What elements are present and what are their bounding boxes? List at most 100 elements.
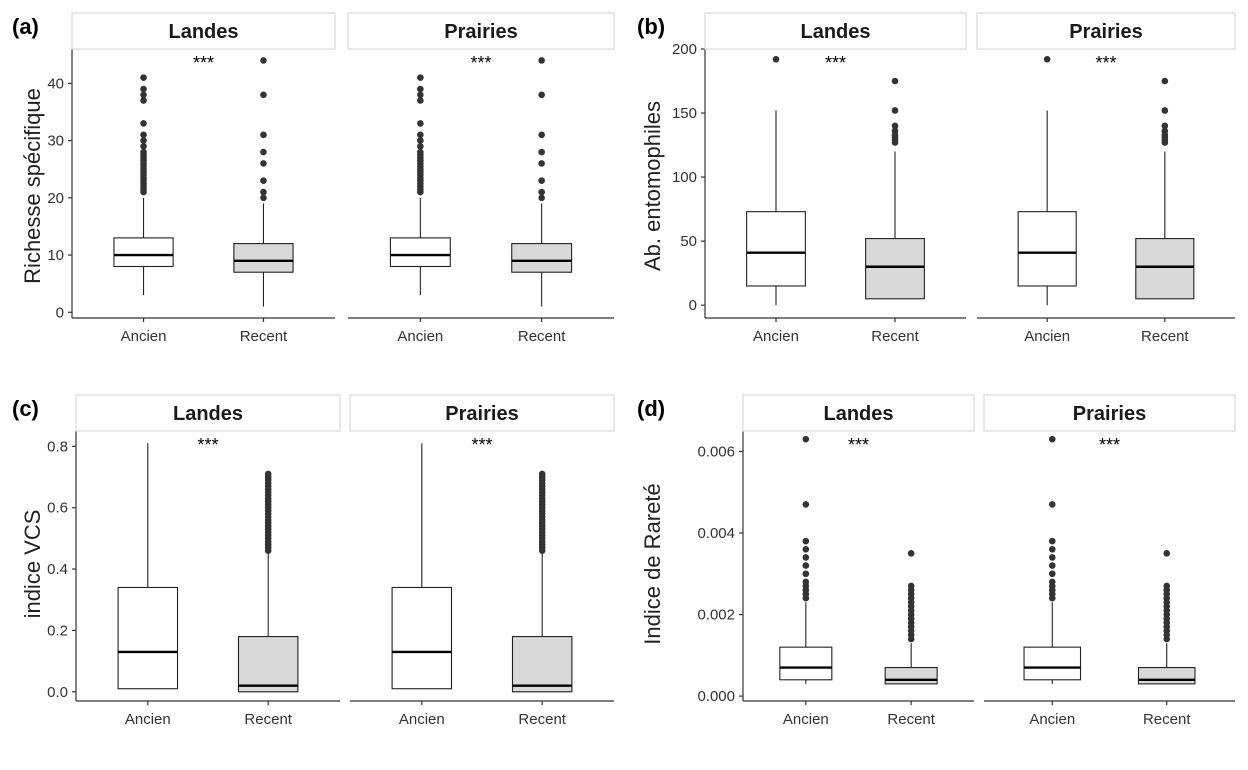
facet-strip <box>983 394 1236 432</box>
outlier-point <box>802 435 810 443</box>
facet-strip-label: Prairies <box>444 21 517 43</box>
y-tick-label: 0.000 <box>697 688 735 705</box>
outlier-point <box>260 177 267 184</box>
boxplot-ancien: Ancien <box>117 443 179 728</box>
facet-strip <box>347 12 615 50</box>
outlier-point <box>1161 122 1169 130</box>
outlier-point <box>538 148 545 156</box>
y-tick-label: 0.006 <box>697 443 735 460</box>
box <box>117 586 179 690</box>
box <box>1017 211 1077 287</box>
box <box>1135 238 1195 300</box>
facet-strip-label: Landes <box>168 21 238 43</box>
facet-landes: Landes Ancien Recent *** <box>742 394 975 728</box>
y-axis-title: Richesse spécifique <box>20 88 45 284</box>
x-tick-label: Ancien <box>783 711 829 728</box>
outlier-point <box>538 131 545 139</box>
facet-prairies: Prairies Ancien Recent *** <box>976 12 1236 345</box>
outlier-point <box>1161 127 1169 135</box>
y-tick-label: 0 <box>689 297 697 314</box>
box <box>779 646 833 681</box>
outlier-point <box>802 570 810 578</box>
outlier-point <box>1048 562 1056 569</box>
outlier-point <box>260 160 267 167</box>
box <box>391 586 453 690</box>
outlier-point <box>140 131 147 139</box>
x-tick-label: Recent <box>518 711 566 728</box>
facet-strip-label: Landes <box>823 403 893 425</box>
outlier-point <box>1043 55 1051 63</box>
box <box>233 243 294 273</box>
outlier-point <box>802 501 810 508</box>
outlier-point <box>1161 77 1169 85</box>
facet-strip-label: Prairies <box>1069 21 1142 43</box>
boxplot-ancien: Ancien <box>746 55 806 345</box>
y-tick-label: 40 <box>47 75 64 92</box>
facet-strip <box>742 394 975 432</box>
box <box>113 237 174 268</box>
outlier-point <box>140 142 147 150</box>
x-tick-label: Ancien <box>121 328 167 345</box>
panel-a: (a) Richesse spécifique 0 10 20 30 40 Landes Anc… <box>12 12 615 345</box>
boxplot-recent: Recent <box>237 470 299 728</box>
panel-b: (b) Ab. entomophiles 0 50 100 150 200 Landes Anc… <box>637 12 1236 345</box>
x-tick-label: Recent <box>887 711 935 728</box>
box <box>511 636 573 693</box>
facet-strip-label: Prairies <box>445 403 518 425</box>
y-axis-title: Indice de Rareté <box>640 483 665 644</box>
outlier-point <box>417 85 424 93</box>
boxplot-recent: Recent <box>511 470 573 728</box>
y-tick-label: 20 <box>47 190 64 207</box>
y-tick-label: 100 <box>672 169 697 186</box>
significance-label: *** <box>197 435 218 455</box>
outlier-point <box>140 91 147 99</box>
outlier-point <box>260 91 267 99</box>
boxplot-recent: Recent <box>511 57 573 345</box>
outlier-point <box>1161 107 1169 114</box>
outlier-point <box>260 188 267 196</box>
significance-label: *** <box>1099 435 1120 455</box>
boxplot-ancien: Ancien <box>1017 55 1077 345</box>
x-tick-label: Ancien <box>399 711 445 728</box>
significance-label: *** <box>825 53 846 73</box>
outlier-point <box>907 550 915 557</box>
facet-prairies: Prairies Ancien Recent *** <box>347 12 615 345</box>
facet-strip <box>75 394 341 432</box>
y-tick-label: 0.4 <box>47 561 68 578</box>
significance-label: *** <box>470 53 491 73</box>
outlier-point <box>1163 582 1171 590</box>
outlier-point <box>264 470 272 478</box>
outlier-point <box>538 470 546 478</box>
box <box>389 237 451 268</box>
outlier-point <box>891 127 899 135</box>
facet-landes: Landes Ancien Recent *** <box>71 12 336 345</box>
outlier-point <box>538 91 545 99</box>
panel-label: (d) <box>637 396 665 421</box>
panel-label: (c) <box>12 396 39 421</box>
outlier-point <box>802 554 810 561</box>
outlier-point <box>1048 545 1056 553</box>
outlier-point <box>260 57 267 64</box>
y-tick-label: 10 <box>47 247 64 264</box>
facet-strip-label: Landes <box>800 21 870 43</box>
outlier-point <box>140 137 147 144</box>
outlier-point <box>1048 435 1056 443</box>
x-tick-label: Ancien <box>753 328 799 345</box>
box <box>884 667 938 685</box>
y-tick-label: 0.6 <box>47 500 68 517</box>
outlier-point <box>140 74 147 81</box>
significance-label: *** <box>193 53 214 73</box>
boxplot-recent: Recent <box>233 57 294 345</box>
y-tick-label: 0.0 <box>47 684 68 701</box>
x-tick-label: Recent <box>244 711 292 728</box>
facet-prairies: Prairies Ancien Recent *** <box>983 394 1236 728</box>
y-axis-title: Ab. entomophiles <box>640 101 665 271</box>
outlier-point <box>260 131 267 139</box>
outlier-point <box>260 148 267 156</box>
x-tick-label: Recent <box>240 328 288 345</box>
y-tick-label: 0.8 <box>47 438 68 455</box>
outlier-point <box>417 97 424 104</box>
outlier-point <box>1048 501 1056 508</box>
boxplot-recent: Recent <box>1135 77 1195 345</box>
